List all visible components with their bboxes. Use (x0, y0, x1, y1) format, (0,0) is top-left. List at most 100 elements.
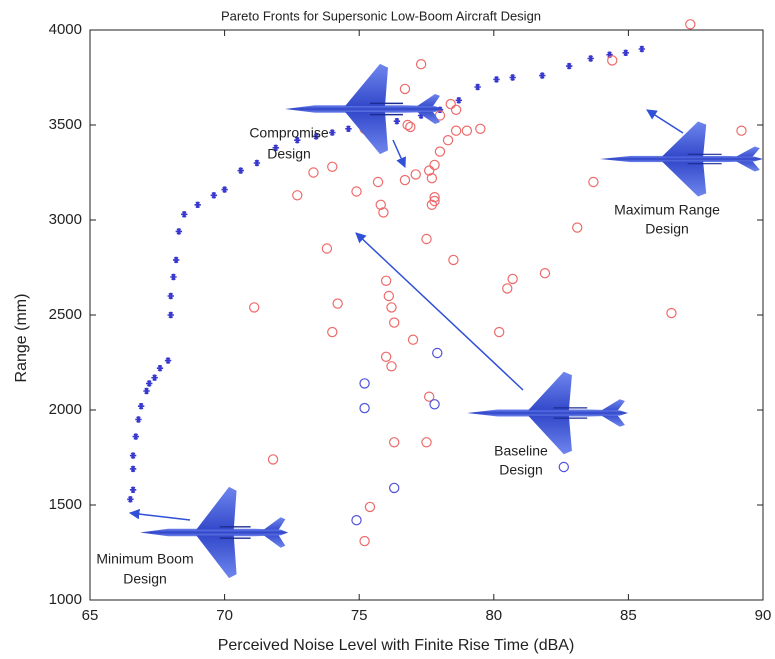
point (321, 243, 333, 254)
point (137, 403, 145, 410)
point (434, 146, 446, 157)
chart-title: Pareto Fronts for Supersonic Low-Boom Ai… (221, 8, 541, 23)
point (606, 51, 613, 58)
point (351, 186, 362, 197)
point (272, 144, 279, 151)
point (475, 123, 486, 135)
x-tick-label: 80 (485, 607, 502, 624)
point (410, 169, 421, 180)
point (164, 357, 172, 364)
point (509, 74, 516, 81)
point (558, 461, 569, 473)
point (493, 76, 500, 83)
point (448, 254, 459, 266)
annotation: Design (123, 571, 167, 587)
y-tick-label: 4000 (49, 21, 82, 38)
point (380, 275, 392, 286)
arrow (128, 508, 191, 521)
point (151, 374, 158, 381)
point (127, 496, 134, 503)
point (402, 119, 413, 131)
point (294, 137, 301, 144)
point (539, 268, 551, 279)
x-tick-label: 70 (216, 607, 233, 624)
point (292, 190, 303, 201)
point (432, 347, 443, 359)
point (638, 45, 646, 53)
point (364, 501, 376, 513)
point (386, 302, 397, 313)
point (461, 125, 473, 136)
point (327, 326, 338, 338)
point (607, 55, 618, 66)
point (156, 365, 164, 372)
point (332, 298, 343, 309)
point (588, 176, 599, 188)
annotation: Maximum Range (614, 202, 720, 218)
point (253, 159, 261, 167)
point (345, 125, 352, 132)
point (423, 391, 435, 402)
point (417, 112, 425, 119)
point (426, 172, 438, 184)
point (210, 192, 218, 199)
point (329, 129, 336, 136)
point (429, 159, 440, 171)
annotation: Design (645, 221, 689, 237)
point (445, 98, 456, 110)
point (129, 465, 137, 473)
point (415, 58, 427, 70)
point (383, 290, 395, 302)
arrow (646, 109, 684, 134)
y-axis-label: Range (mm) (13, 294, 30, 383)
x-tick-label: 75 (351, 607, 368, 624)
point (429, 399, 440, 410)
point (129, 452, 137, 459)
point (351, 515, 362, 526)
point (426, 199, 438, 210)
point (493, 326, 505, 338)
point (170, 273, 177, 281)
point (129, 486, 137, 493)
point (327, 161, 338, 172)
y-tick-label: 1000 (49, 591, 82, 608)
point (167, 292, 174, 300)
point (622, 49, 629, 56)
point (421, 437, 432, 448)
point (372, 176, 384, 188)
point (135, 416, 142, 423)
x-tick-label: 90 (755, 607, 772, 624)
point (685, 19, 696, 30)
point (393, 118, 401, 125)
annotation: Minimum Boom (96, 551, 193, 567)
point (429, 191, 440, 203)
point (539, 72, 546, 79)
point (132, 433, 139, 440)
point (399, 174, 411, 186)
point (249, 302, 260, 313)
point (375, 199, 386, 210)
point (237, 167, 244, 174)
point (423, 165, 435, 176)
x-tick-label: 65 (82, 607, 99, 624)
y-tick-label: 3000 (49, 211, 82, 228)
x-tick-label: 85 (620, 607, 637, 624)
point (442, 134, 454, 146)
point (388, 317, 400, 328)
arrow (392, 139, 406, 168)
point (380, 351, 392, 362)
point (388, 482, 400, 494)
point (181, 211, 188, 218)
point (587, 55, 594, 62)
point (143, 387, 150, 395)
y-tick-label: 3500 (49, 116, 82, 133)
point (572, 222, 583, 233)
marks (127, 19, 747, 547)
point (267, 454, 279, 465)
annotation: Baseline (494, 443, 548, 459)
point (565, 62, 573, 70)
y-tick-label: 2000 (49, 401, 82, 418)
point (359, 535, 370, 547)
point (507, 273, 518, 285)
